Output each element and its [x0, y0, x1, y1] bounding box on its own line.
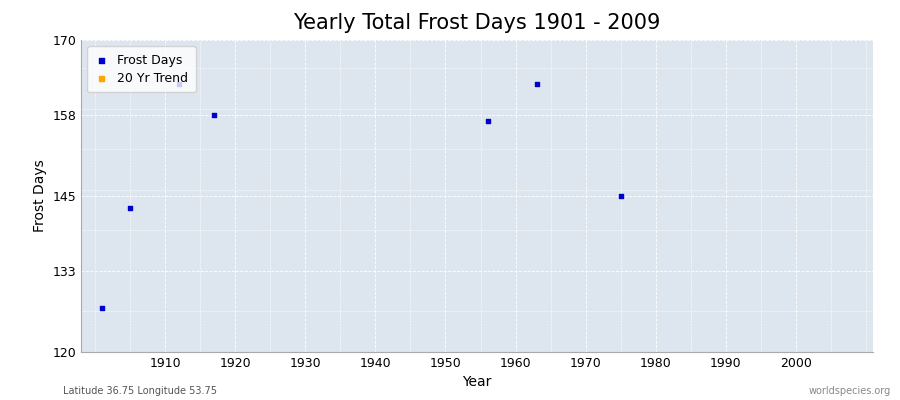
- Frost Days: [529, 80, 544, 87]
- Frost Days: [614, 193, 628, 199]
- Legend: Frost Days, 20 Yr Trend: Frost Days, 20 Yr Trend: [87, 46, 196, 92]
- Frost Days: [123, 205, 138, 212]
- X-axis label: Year: Year: [463, 376, 491, 390]
- Frost Days: [94, 305, 109, 312]
- Title: Yearly Total Frost Days 1901 - 2009: Yearly Total Frost Days 1901 - 2009: [293, 13, 661, 33]
- Frost Days: [172, 80, 186, 87]
- Frost Days: [207, 112, 221, 118]
- Frost Days: [481, 118, 495, 124]
- Y-axis label: Frost Days: Frost Days: [32, 160, 47, 232]
- Text: worldspecies.org: worldspecies.org: [809, 386, 891, 396]
- Text: Latitude 36.75 Longitude 53.75: Latitude 36.75 Longitude 53.75: [63, 386, 217, 396]
